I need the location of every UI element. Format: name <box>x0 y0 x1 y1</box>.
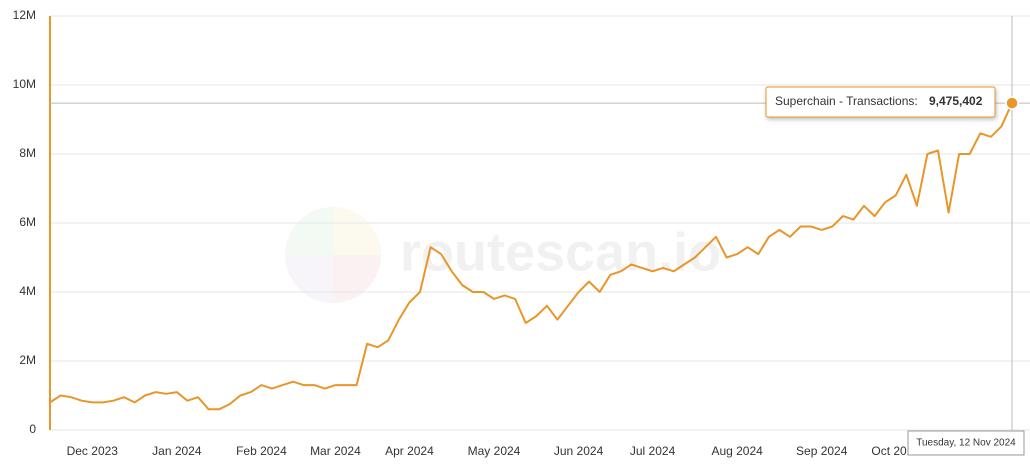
grid <box>50 15 1030 431</box>
y-tick-label: 6M <box>19 215 36 229</box>
tooltip-value: 9,475,402 <box>929 94 983 108</box>
x-tick-label: Feb 2024 <box>236 444 287 458</box>
y-tick-label: 4M <box>19 284 36 298</box>
tooltip-label: Superchain - Transactions: <box>775 94 918 108</box>
x-tick-label: Dec 2023 <box>67 444 119 458</box>
x-tick-label: Sep 2024 <box>796 444 848 458</box>
watermark-logo <box>333 255 381 303</box>
y-tick-label: 0 <box>29 422 36 436</box>
tooltip: Superchain - Transactions: 9,475,402 Tue… <box>765 86 1025 456</box>
watermark-logo <box>285 207 333 255</box>
y-tick-label: 12M <box>13 8 36 22</box>
x-tick-label: Jun 2024 <box>554 444 604 458</box>
hover-point <box>1005 96 1019 110</box>
x-tick-label: Jul 2024 <box>630 444 676 458</box>
watermark-text: routescan.io <box>400 222 721 282</box>
watermark-logo <box>285 207 381 303</box>
x-tick-label: Apr 2024 <box>385 444 434 458</box>
watermark-logo <box>333 207 381 255</box>
watermark: routescan.io <box>285 207 721 303</box>
x-tick-label: Mar 2024 <box>310 444 361 458</box>
x-tick-label: Jan 2024 <box>152 444 202 458</box>
y-tick-label: 8M <box>19 146 36 160</box>
x-tick-label: May 2024 <box>468 444 521 458</box>
y-tick-label: 2M <box>19 353 36 367</box>
tooltip-box <box>765 86 996 118</box>
date-box <box>907 430 1025 456</box>
y-tick-label: 10M <box>13 77 36 91</box>
x-tick-label: Aug 2024 <box>711 444 763 458</box>
line-series <box>49 102 1013 411</box>
tooltip-date: Tuesday, 12 Nov 2024 <box>916 438 1016 449</box>
